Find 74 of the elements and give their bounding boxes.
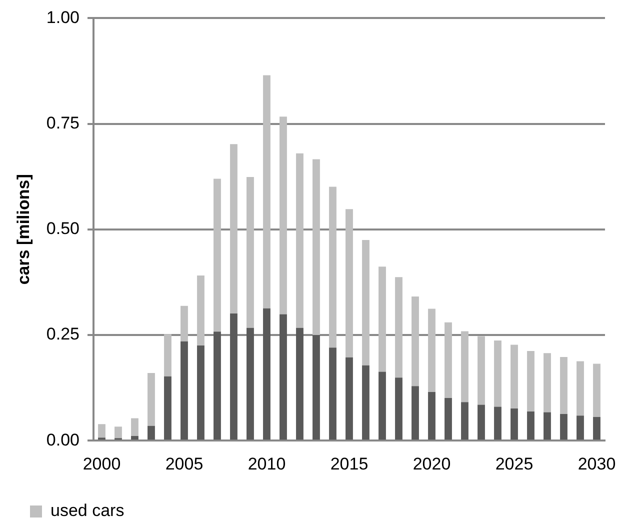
bar	[544, 412, 551, 440]
bar	[478, 336, 485, 405]
bar	[296, 153, 304, 328]
bar	[131, 436, 138, 440]
bar	[593, 416, 600, 440]
bar	[214, 178, 221, 332]
bar	[378, 372, 386, 440]
bar	[230, 313, 238, 440]
bar	[312, 335, 320, 440]
bar	[214, 332, 221, 440]
x-tick-label: 2015	[330, 454, 368, 474]
bar	[593, 364, 600, 417]
bar	[461, 331, 468, 402]
bar	[560, 414, 568, 440]
x-tick-label: 2025	[495, 454, 534, 474]
bar	[461, 402, 468, 440]
bar	[544, 353, 551, 412]
bar	[98, 424, 106, 438]
y-tick-label: 0.75	[46, 113, 80, 132]
bar	[148, 426, 155, 440]
bar	[263, 75, 270, 308]
bar	[362, 240, 370, 366]
bar	[478, 404, 485, 440]
bar	[428, 308, 436, 392]
y-tick-label: 0.00	[46, 430, 80, 450]
bar	[114, 426, 122, 438]
x-tick-label: 2020	[412, 454, 451, 474]
bar	[576, 361, 584, 416]
bar	[510, 408, 518, 440]
x-tick-label: 2000	[82, 454, 121, 474]
y-tick-label: 0.50	[46, 219, 80, 238]
x-tick-label: 2010	[248, 454, 286, 474]
bar	[576, 416, 584, 440]
bar	[494, 340, 502, 407]
bar	[560, 356, 568, 414]
bar	[510, 344, 518, 408]
bar	[312, 159, 320, 335]
bar	[246, 177, 254, 328]
bar	[412, 386, 419, 440]
bar	[280, 314, 287, 440]
bar	[444, 322, 452, 398]
x-tick-label: 2030	[578, 454, 616, 474]
bar	[412, 296, 419, 386]
bar	[148, 373, 155, 426]
bar	[180, 341, 188, 440]
bar	[246, 328, 254, 440]
x-tick-label: 2005	[165, 454, 204, 474]
bar	[296, 328, 304, 440]
y-axis-title: cars [milions]	[14, 174, 33, 285]
legend-label: used cars	[50, 501, 124, 520]
bar	[164, 334, 172, 376]
bar	[444, 398, 452, 440]
bar	[131, 418, 138, 436]
bar	[395, 378, 402, 440]
bar	[230, 144, 238, 314]
bar	[527, 411, 534, 440]
bar	[494, 406, 502, 440]
bar	[329, 186, 336, 348]
bar	[346, 209, 353, 358]
bar	[164, 376, 172, 440]
y-tick-label: 0.25	[46, 324, 80, 344]
bar	[197, 346, 204, 440]
bar	[428, 392, 436, 440]
bar	[362, 365, 370, 440]
bar	[527, 351, 534, 412]
bar	[280, 116, 287, 314]
bar	[263, 308, 270, 440]
bar	[378, 266, 386, 372]
y-tick-label: 1.00	[46, 8, 80, 27]
bar	[329, 348, 336, 440]
bar	[395, 277, 402, 378]
bar	[180, 306, 188, 342]
bar	[197, 275, 204, 346]
bar	[346, 357, 353, 440]
